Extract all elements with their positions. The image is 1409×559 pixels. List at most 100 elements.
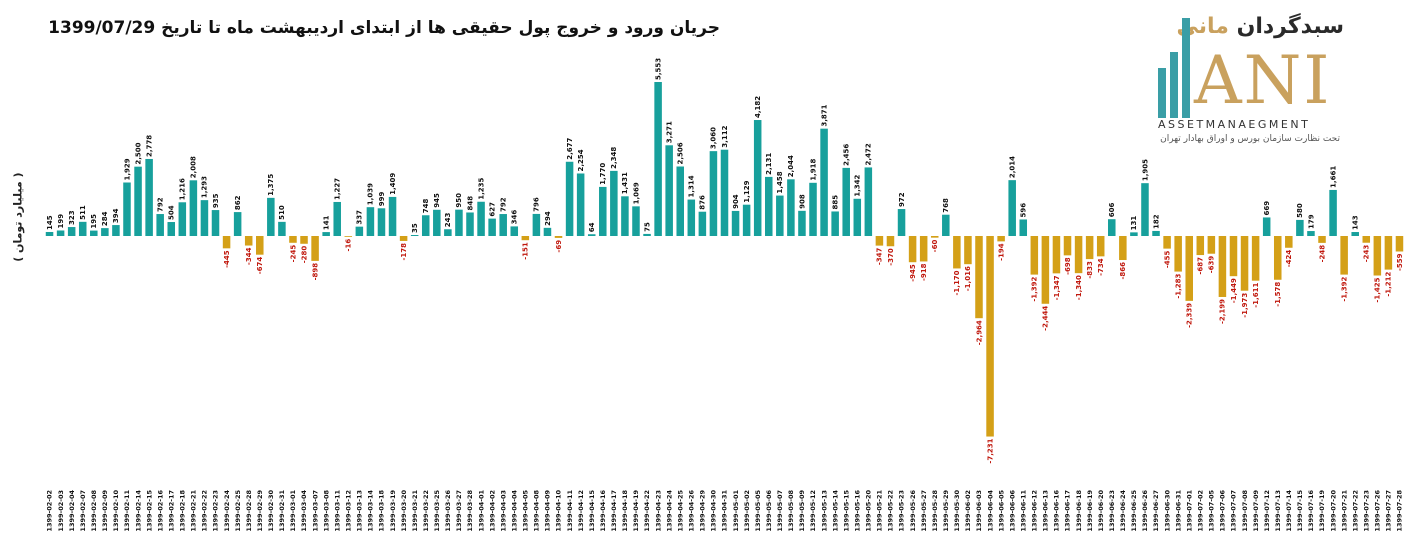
bar-1399-02-07 <box>78 221 87 236</box>
value-label-1399-04-24: 3,271 <box>665 121 673 143</box>
chart-title: جریان ورود و خروج پول حقیقی ها از ابتدای… <box>48 18 720 38</box>
date-label-1399-04-11: 1399-04-11 <box>566 490 574 532</box>
bar-1399-02-25 <box>233 212 242 236</box>
bar-1399-05-09 <box>798 210 806 236</box>
value-label-1399-02-31: 510 <box>278 205 286 220</box>
bar-1399-06-20 <box>1096 236 1105 257</box>
value-label-1399-02-29: -674 <box>256 257 264 275</box>
value-label-1399-06-26: 1,905 <box>1141 159 1149 181</box>
date-label-1399-02-28: 1399-02-28 <box>245 490 253 532</box>
date-label-1399-02-04: 1399-02-04 <box>68 490 76 532</box>
date-label-1399-07-14: 1399-07-14 <box>1285 490 1293 532</box>
date-label-1399-05-06: 1399-05-06 <box>765 490 773 532</box>
bar-1399-02-28 <box>244 236 253 246</box>
date-label-1399-02-31: 1399-02-31 <box>278 490 286 532</box>
value-label-1399-05-07: 1,458 <box>776 171 784 193</box>
bar-1399-05-13 <box>820 128 828 236</box>
bar-1399-04-30 <box>709 151 718 236</box>
date-label-1399-02-16: 1399-02-16 <box>156 490 164 532</box>
bar-1399-02-23 <box>211 210 220 236</box>
bar-1399-02-03 <box>56 230 65 236</box>
date-label-1399-07-23: 1399-07-23 <box>1362 490 1370 532</box>
value-label-1399-03-28: 848 <box>466 196 474 211</box>
bar-1399-03-14 <box>366 207 375 236</box>
value-label-1399-03-21: 35 <box>411 223 419 233</box>
value-label-1399-04-30: 3,060 <box>710 127 718 149</box>
bar-1399-03-26 <box>444 229 452 236</box>
value-label-1399-03-26: 243 <box>444 213 452 228</box>
value-label-1399-05-30: -1,170 <box>953 270 961 295</box>
bar-1399-06-16 <box>1052 236 1061 274</box>
value-label-1399-06-04: -7,231 <box>986 438 994 463</box>
bar-1399-06-18 <box>1074 236 1083 274</box>
value-label-1399-07-13: -1,578 <box>1274 282 1282 307</box>
bar-1399-02-17 <box>167 222 176 236</box>
date-label-1399-05-23: 1399-05-23 <box>898 490 906 532</box>
bar-1399-04-15 <box>587 234 596 236</box>
value-label-1399-02-02: 145 <box>46 215 54 230</box>
value-label-1399-06-23: 606 <box>1108 202 1116 217</box>
date-label-1399-07-07: 1399-07-07 <box>1230 490 1238 532</box>
date-label-1399-02-11: 1399-02-11 <box>123 490 131 532</box>
bar-1399-06-17 <box>1063 236 1072 256</box>
bar-1399-06-02 <box>964 236 972 265</box>
bar-1399-06-13 <box>1041 236 1050 304</box>
value-label-1399-03-12: -16 <box>345 239 353 252</box>
value-label-1399-03-19: 1,409 <box>389 173 397 195</box>
date-label-1399-07-20: 1399-07-20 <box>1329 490 1337 532</box>
value-label-1399-04-10: -69 <box>555 240 563 253</box>
date-label-1399-05-20: 1399-05-20 <box>865 490 873 532</box>
date-label-1399-06-23: 1399-06-23 <box>1108 490 1116 532</box>
value-label-1399-06-05: -194 <box>997 243 1005 261</box>
bar-1399-02-02 <box>45 231 54 236</box>
value-label-1399-04-23: 5,553 <box>654 58 662 80</box>
bar-1399-04-19 <box>632 206 640 236</box>
value-label-1399-04-25: 2,506 <box>677 142 685 164</box>
value-label-1399-07-08: -1,973 <box>1241 293 1249 318</box>
value-label-1399-06-11: 596 <box>1020 203 1028 218</box>
date-label-1399-03-25: 1399-03-25 <box>433 490 441 532</box>
value-label-1399-05-28: -60 <box>931 240 939 253</box>
bar-1399-06-31 <box>1174 236 1182 272</box>
bar-1399-06-30 <box>1163 236 1171 249</box>
date-label-1399-05-08: 1399-05-08 <box>787 490 795 532</box>
value-label-1399-05-05: 4,182 <box>754 96 762 118</box>
date-label-1399-03-22: 1399-03-22 <box>422 490 430 532</box>
bar-1399-02-15 <box>145 158 153 236</box>
bar-1399-02-18 <box>178 202 187 236</box>
bar-1399-03-27 <box>455 209 463 236</box>
date-label-1399-02-17: 1399-02-17 <box>167 490 175 532</box>
bar-1399-04-03 <box>499 214 507 236</box>
bar-1399-07-21 <box>1340 236 1348 275</box>
value-label-1399-02-15: 2,778 <box>145 135 153 157</box>
date-label-1399-06-03: 1399-06-03 <box>975 490 983 532</box>
logo-tagline-en: ASSETMANAEGMENT <box>1158 118 1311 131</box>
date-label-1399-05-30: 1399-05-30 <box>953 490 961 532</box>
value-label-1399-06-03: -2,964 <box>975 320 983 345</box>
bar-1399-07-02 <box>1196 236 1205 256</box>
date-label-1399-04-16: 1399-04-16 <box>599 490 607 532</box>
date-label-1399-05-16: 1399-05-16 <box>853 490 861 532</box>
bar-1399-05-01 <box>731 210 740 236</box>
value-label-1399-07-05: -639 <box>1208 256 1216 274</box>
date-label-1399-04-02: 1399-04-02 <box>488 490 496 532</box>
date-label-1399-05-29: 1399-05-29 <box>942 490 950 532</box>
value-label-1399-02-30: 1,375 <box>267 174 275 196</box>
date-label-1399-04-15: 1399-04-15 <box>588 490 596 532</box>
value-label-1399-05-16: 1,342 <box>854 175 862 197</box>
date-label-1399-05-05: 1399-05-05 <box>754 490 762 532</box>
value-label-1399-02-11: 1,929 <box>123 158 131 180</box>
date-label-1399-04-09: 1399-04-09 <box>544 490 552 532</box>
value-label-1399-05-20: 2,472 <box>865 143 873 165</box>
date-label-1399-02-08: 1399-02-08 <box>90 490 98 532</box>
date-label-1399-02-25: 1399-02-25 <box>234 490 242 532</box>
value-label-1399-03-04: -280 <box>300 246 308 264</box>
bar-1399-03-19 <box>388 196 397 236</box>
value-label-1399-07-16: 179 <box>1307 214 1315 229</box>
logo-persian-name: سبدگردان مانی <box>1177 14 1345 39</box>
date-label-1399-03-19: 1399-03-19 <box>389 490 397 532</box>
date-label-1399-03-21: 1399-03-21 <box>411 490 419 532</box>
value-label-1399-02-23: 935 <box>212 193 220 208</box>
value-label-1399-05-15: 2,456 <box>843 144 851 166</box>
